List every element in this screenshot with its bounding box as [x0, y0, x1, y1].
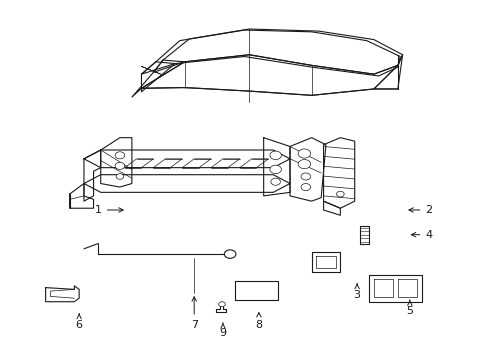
Polygon shape	[234, 280, 278, 300]
Circle shape	[115, 152, 124, 159]
Circle shape	[224, 250, 235, 258]
Circle shape	[301, 184, 310, 190]
Text: 6: 6	[76, 314, 82, 330]
Polygon shape	[141, 55, 397, 95]
Text: 7: 7	[190, 297, 197, 330]
Circle shape	[269, 165, 281, 174]
Polygon shape	[368, 275, 421, 302]
Polygon shape	[141, 62, 175, 92]
Polygon shape	[84, 150, 289, 168]
Polygon shape	[239, 159, 268, 168]
Circle shape	[218, 302, 225, 307]
Polygon shape	[69, 184, 93, 208]
Text: 8: 8	[255, 312, 262, 330]
Circle shape	[116, 174, 123, 179]
Polygon shape	[311, 252, 340, 272]
Polygon shape	[45, 286, 79, 302]
Text: 3: 3	[353, 284, 360, 300]
Circle shape	[298, 159, 310, 169]
Text: 5: 5	[406, 300, 412, 315]
Polygon shape	[323, 201, 340, 215]
Circle shape	[270, 178, 280, 185]
Text: 1: 1	[95, 205, 123, 215]
Polygon shape	[289, 138, 325, 201]
Polygon shape	[210, 159, 239, 168]
Polygon shape	[141, 30, 399, 76]
Polygon shape	[323, 138, 354, 208]
Polygon shape	[263, 138, 289, 196]
Polygon shape	[84, 150, 101, 201]
Polygon shape	[373, 55, 402, 89]
Polygon shape	[153, 159, 182, 168]
Polygon shape	[124, 159, 153, 168]
Text: 4: 4	[410, 230, 432, 240]
Polygon shape	[316, 256, 335, 268]
Polygon shape	[373, 279, 392, 297]
Circle shape	[298, 149, 310, 158]
Polygon shape	[359, 226, 368, 243]
Circle shape	[115, 162, 124, 170]
Text: 2: 2	[408, 205, 432, 215]
Circle shape	[301, 173, 310, 180]
Text: 9: 9	[219, 323, 226, 338]
Circle shape	[336, 191, 344, 197]
Polygon shape	[153, 29, 402, 74]
Polygon shape	[182, 159, 210, 168]
Circle shape	[269, 151, 281, 159]
Polygon shape	[132, 60, 184, 97]
Polygon shape	[397, 279, 416, 297]
Polygon shape	[84, 175, 289, 192]
Polygon shape	[101, 138, 132, 187]
Polygon shape	[215, 302, 226, 312]
